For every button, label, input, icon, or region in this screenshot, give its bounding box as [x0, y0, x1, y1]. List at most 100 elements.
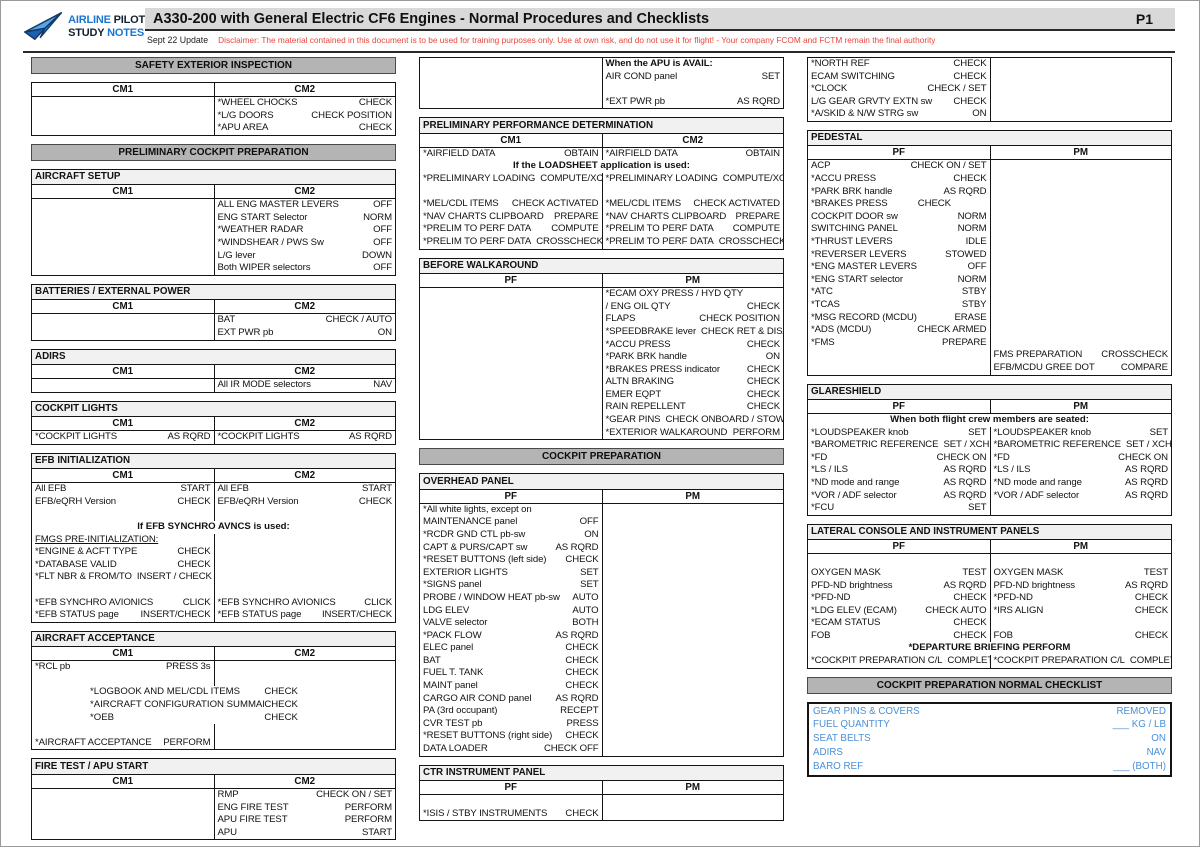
table-title: PEDESTAL	[808, 130, 1171, 147]
checklist-columns: SAFETY EXTERIOR INSPECTION CM1 CM2 *WHEEL C…	[31, 57, 1172, 841]
item-label: ECAM SWITCHING	[811, 70, 895, 82]
check-item: *COCKPIT PREPARATION C/L COMPLETE	[808, 655, 990, 668]
check-item: ECAM SWITCHING CHECK	[808, 71, 990, 84]
checklist-table: AIRCRAFT SETUP CM1 CM2 ALL ENG MASTER LEVER…	[31, 168, 396, 276]
table-row: *BRAKES PRESS CHECK	[808, 198, 1171, 211]
check-item: SWITCHING PANEL NORM	[808, 223, 990, 236]
check-item: / ENG OIL QTY CHECK	[601, 300, 784, 314]
item-value: REMOVED	[1116, 705, 1166, 717]
item-label: *FD	[993, 451, 1010, 463]
checklist-table: BATTERIES / EXTERNAL POWER CM1 CM2 BAT CHECK…	[31, 283, 396, 341]
item-value: OFF	[373, 237, 392, 249]
checklist-row: FUEL QUANTITY ___ KG / LB	[809, 718, 1170, 732]
table-row: FOB CHECK FOB CHECK	[808, 629, 1172, 643]
item-value: AS RQRD	[555, 692, 599, 704]
normal-checklist-table: GEAR PINS & COVERS REMOVED FUEL QUANTITY __…	[807, 701, 1172, 777]
check-item	[989, 617, 1172, 630]
item-value: OBTAIN	[564, 147, 599, 159]
item-label: RAIN REPELLENT	[605, 401, 686, 413]
table-row: *ENG START selector NORM	[808, 273, 1171, 287]
check-item	[601, 503, 784, 517]
column-header-row: CM1 CM2	[32, 417, 395, 432]
item-value: PRESS	[566, 717, 599, 729]
check-item: *FLT NBR & FROM/TO INSERT / CHECK	[32, 571, 214, 584]
check-item: *EFB STATUS page INSERT/CHECK	[32, 609, 214, 622]
check-item	[989, 58, 1172, 71]
item-value: CHECK ON / SET	[910, 160, 987, 172]
table-row: *WHEEL CHOCKS CHECK	[32, 97, 395, 110]
item-value: CHECK ACTIVATED	[511, 198, 599, 210]
checklist-table: LATERAL CONSOLE AND INSTRUMENT PANELS PF P…	[807, 523, 1172, 669]
check-item	[601, 629, 784, 643]
item-label: *EFB SYNCHRO AVIONICS	[35, 596, 154, 608]
table-title: BEFORE WALKAROUND	[420, 258, 783, 275]
table-row: ACP CHECK ON / SET	[808, 160, 1171, 174]
table-row: *THRUST LEVERS IDLE	[808, 236, 1171, 249]
check-item	[420, 364, 602, 377]
check-item	[32, 314, 214, 327]
column-header: CM1	[112, 775, 134, 787]
checklist-table: CTR INSTRUMENT PANEL PF PM *ISIS / STBY INS…	[419, 764, 784, 822]
check-item: PFD-ND brightness AS RQRD	[989, 579, 1172, 593]
check-item: APU START	[213, 826, 396, 840]
check-item: *EXTERIOR WALKAROUND PERFORM	[601, 426, 784, 440]
item-value: PERFORM	[344, 801, 392, 813]
check-item: FOB CHECK	[989, 629, 1172, 643]
check-item	[601, 743, 784, 756]
check-item: DATA LOADER CHECK OFF	[420, 743, 602, 756]
conditional-note: When both flight crew members are seated…	[890, 414, 1089, 426]
table-row: CARGO AIR COND panel AS RQRD	[420, 692, 783, 706]
table-row: Both WIPER selectors OFF	[32, 262, 395, 275]
check-item: EXT PWR pb ON	[213, 326, 396, 340]
item-value: AS RQRD	[1124, 579, 1168, 591]
table-row: *PRELIM TO PERF DATA CROSSCHECK *PRELIM TO…	[420, 236, 783, 249]
table-row: *A/SKID & N/W STRG sw ON	[808, 108, 1171, 121]
item-label: FUEL QUANTITY	[813, 719, 890, 731]
table-row: *PACK FLOW AS RQRD	[420, 629, 784, 643]
check-item	[808, 349, 990, 362]
check-item	[32, 122, 214, 135]
table-row: *ACCU PRESS CHECK	[808, 173, 1171, 186]
item-label: *REVERSER LEVERS	[811, 248, 907, 260]
check-item	[420, 96, 602, 109]
check-item: *VOR / ADF selector AS RQRD	[808, 490, 990, 503]
item-value: AS RQRD	[555, 541, 599, 553]
check-item	[420, 71, 602, 84]
check-item	[601, 566, 784, 580]
item-value: BOTH	[572, 617, 599, 629]
item-label: *ND mode and range	[993, 477, 1082, 489]
column-header: CM2	[213, 185, 396, 199]
table-row	[32, 724, 395, 737]
item-label: FLAPS	[605, 313, 636, 325]
table-row: CAPT & PURS/CAPT sw AS RQRD	[420, 541, 783, 555]
check-item: *EFB SYNCHRO AVIONICS CLICK	[32, 597, 214, 610]
check-item: *PRELIMINARY LOADING COMPUTE/XCHECK	[420, 173, 602, 186]
item-label: ELEC panel	[423, 642, 474, 654]
check-item: *ENG START selector NORM	[808, 274, 990, 287]
item-value: CHECK	[358, 122, 392, 134]
check-item	[213, 736, 396, 750]
check-item: *PFD-ND CHECK	[989, 592, 1172, 605]
item-value: AUTO	[572, 591, 599, 603]
checklist-table: EFB INITIALIZATION CM1 CM2 All EFB START All …	[31, 452, 396, 623]
check-item: OXYGEN MASK TEST	[989, 566, 1172, 580]
check-item	[989, 95, 1172, 109]
check-item: *PRELIMINARY LOADING COMPUTE/XCHECK	[601, 173, 783, 186]
header-right: A330-200 with General Electric CF6 Engin…	[145, 8, 1175, 48]
checklist-table: PEDESTAL PF PM ACP CHECK ON / SET *ACCU PRESS…	[807, 129, 1172, 376]
item-value: NORM	[957, 223, 987, 235]
check-item: ENG START Selector NORM	[213, 211, 396, 225]
item-value: CHECK POSITION	[311, 109, 392, 121]
item-label: *EFB STATUS page	[217, 609, 302, 621]
item-value: PERFORM	[163, 736, 211, 748]
item-value: AS RQRD	[943, 185, 987, 197]
check-item	[213, 724, 396, 737]
item-label: OXYGEN MASK	[993, 566, 1064, 578]
item-value: CHECK ON	[936, 451, 987, 463]
check-item	[601, 554, 784, 567]
check-item: *AIRFIELD DATA OBTAIN	[420, 148, 602, 161]
column-header: PM	[601, 274, 784, 288]
table-row: *TCAS STBY	[808, 299, 1171, 312]
item-label: *WHEEL CHOCKS	[217, 97, 298, 108]
item-label: RMP	[217, 788, 239, 800]
